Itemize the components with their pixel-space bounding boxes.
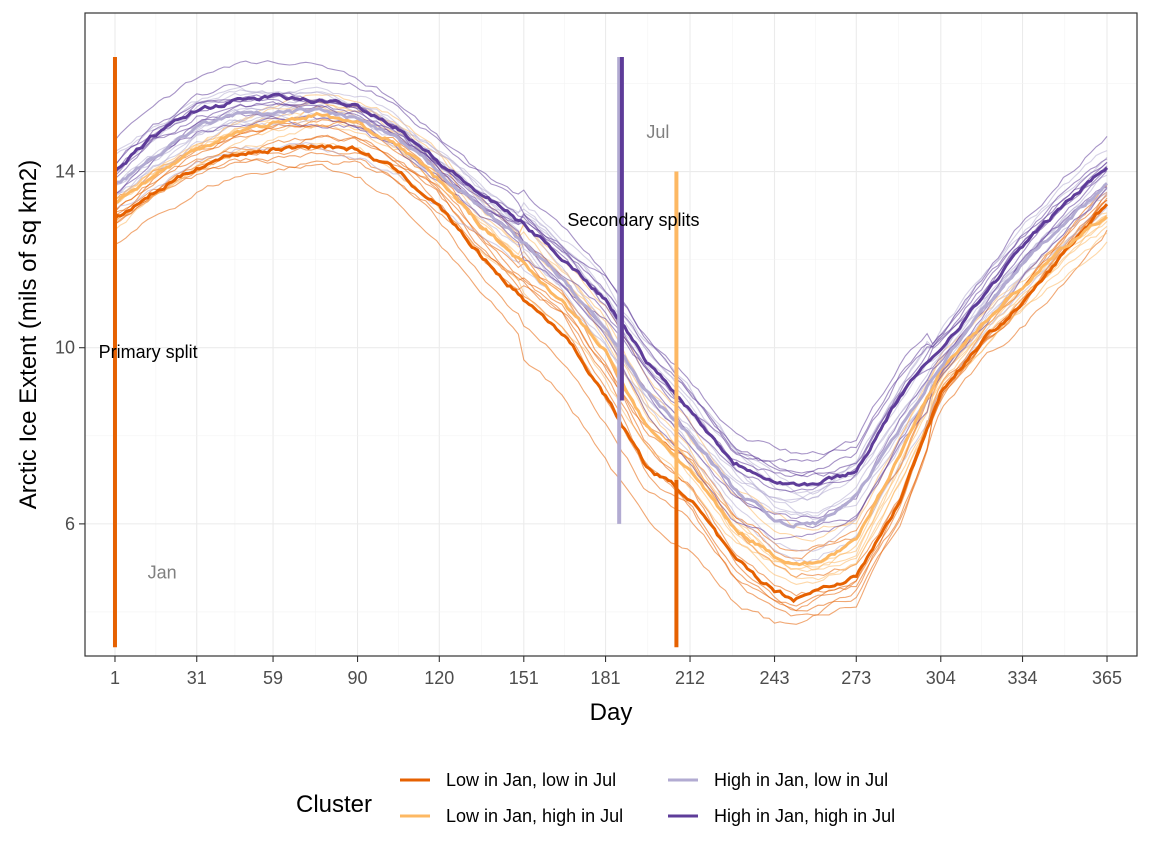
annotation-label: Jan bbox=[148, 562, 177, 582]
legend-label: Low in Jan, high in Jul bbox=[446, 806, 623, 826]
series-line bbox=[113, 106, 1108, 529]
x-tick-label: 334 bbox=[1008, 668, 1038, 688]
x-tick-label: 90 bbox=[348, 668, 368, 688]
series-line bbox=[113, 92, 1109, 487]
y-tick-label: 10 bbox=[55, 338, 75, 358]
annotation-label: Primary split bbox=[99, 342, 198, 362]
annotation-label: Secondary splits bbox=[567, 210, 699, 230]
y-axis-title: Arctic Ice Extent (mils of sq km2) bbox=[15, 160, 42, 509]
annotation-label: Jul bbox=[646, 122, 669, 142]
legend: Cluster Low in Jan, low in Jul Low in Jan… bbox=[296, 770, 895, 826]
x-tick-label: 151 bbox=[509, 668, 539, 688]
year-line bbox=[114, 105, 1108, 542]
x-tick-label: 365 bbox=[1092, 668, 1122, 688]
annotations: Jan Jul Secondary splits Primary split bbox=[99, 122, 700, 582]
x-tick-label: 212 bbox=[675, 668, 705, 688]
year-line bbox=[114, 147, 1108, 552]
panel-border bbox=[84, 12, 1138, 657]
x-tick-label: 59 bbox=[263, 668, 283, 688]
x-tick-label: 31 bbox=[187, 668, 207, 688]
plot-panel: Jan Jul Secondary splits Primary split bbox=[84, 12, 1138, 657]
year-line bbox=[114, 117, 1108, 478]
year-line bbox=[114, 159, 1108, 625]
y-tick-label: 6 bbox=[65, 514, 75, 534]
year-line bbox=[114, 60, 1108, 493]
series-line bbox=[113, 144, 1109, 604]
x-tick-label: 120 bbox=[424, 668, 454, 688]
x-tick-label: 1 bbox=[110, 668, 120, 688]
legend-label: High in Jan, high in Jul bbox=[714, 806, 895, 826]
year-line bbox=[114, 142, 1108, 567]
y-axis: 6 10 14 bbox=[55, 162, 85, 534]
x-tick-label: 243 bbox=[759, 668, 789, 688]
year-line bbox=[114, 100, 1108, 529]
year-line bbox=[114, 160, 1108, 597]
x-tick-label: 304 bbox=[926, 668, 956, 688]
y-tick-label: 14 bbox=[55, 162, 75, 182]
year-line bbox=[114, 96, 1108, 478]
legend-title: Cluster bbox=[296, 791, 372, 818]
x-tick-label: 273 bbox=[841, 668, 871, 688]
year-line bbox=[114, 77, 1108, 477]
legend-label: Low in Jan, low in Jul bbox=[446, 770, 616, 790]
x-tick-label: 181 bbox=[591, 668, 621, 688]
x-axis-title: Day bbox=[590, 699, 633, 726]
legend-label: High in Jan, low in Jul bbox=[714, 770, 888, 790]
year-line bbox=[114, 123, 1108, 571]
cluster-mean-lines bbox=[113, 92, 1109, 604]
x-axis: 1 31 59 90 120 151 181 212 243 273 304 334 365 bbox=[110, 656, 1122, 688]
split-lines bbox=[112, 57, 679, 648]
